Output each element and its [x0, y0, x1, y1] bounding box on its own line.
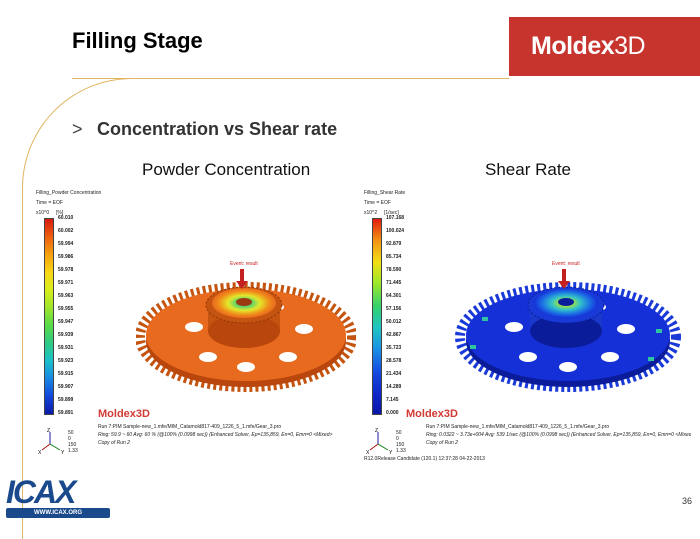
axis-z: Z — [47, 428, 50, 434]
legend-tick-label: 107.168 — [386, 215, 405, 221]
unit-label: [%] — [56, 210, 64, 216]
legend-tick-label: 59.891 — [58, 410, 74, 416]
scale-num: 50 — [68, 430, 74, 436]
scale-num: 150 — [68, 442, 77, 448]
scale-numbers: 50 0 150 1.33 — [396, 430, 416, 454]
bullet-marker: > — [72, 119, 83, 139]
stats-line: Ring: 0.0322 ~ 3.73e+004 Avg: 539 1/sec … — [426, 432, 691, 438]
axis-x: X — [366, 450, 370, 456]
left-panel-heading: Powder Concentration — [142, 160, 311, 179]
legend-tick-label: 100.024 — [386, 228, 405, 234]
brand-name-bold: Moldex — [531, 32, 615, 60]
axis-x: X — [38, 450, 42, 456]
unit-label: [1/sec] — [384, 210, 399, 216]
scale-exponent: x10^2 — [364, 210, 378, 216]
gate-arrow-icon — [236, 269, 248, 289]
legend-tick-label: 50.012 — [386, 319, 402, 325]
legend-tick-label: 35.723 — [386, 345, 402, 351]
powder-concentration-panel: Filling_Powder Concentration Time = EOF … — [36, 190, 366, 460]
legend-tick-label: 59.931 — [58, 345, 74, 351]
title-underline — [72, 78, 509, 79]
moldex3d-watermark: Moldex3D — [406, 408, 458, 420]
legend-tick-label: 59.986 — [58, 254, 74, 260]
icax-logo-text: ICAX — [6, 474, 76, 510]
icax-logo: ICAX WWW.ICAX.ORG — [0, 470, 118, 525]
legend-tick-label: 59.915 — [58, 371, 74, 377]
copy-line: Copy of Run 2 — [98, 440, 130, 446]
scale-num: 1.33 — [396, 448, 406, 454]
legend-tick-label: 64.301 — [386, 293, 402, 299]
moldex3d-watermark: Moldex3D — [98, 408, 150, 420]
plot-title: Filling_Shear Rate — [364, 190, 406, 196]
run-line: Run 7:PIM Sample-new_1.mfe/MIM_Catamold8… — [426, 424, 610, 430]
plot-title: Filling_Powder Concentration — [36, 190, 102, 196]
right-panel-heading: Shear Rate — [485, 160, 571, 179]
icax-logo-tagline: WWW.ICAX.ORG — [6, 508, 110, 518]
page-number: 36 — [681, 496, 692, 506]
legend-tick-label: 59.963 — [58, 293, 74, 299]
run-line: Run 7:PIM Sample-new_1.mfe/MIM_Catamold8… — [98, 424, 282, 430]
scale-num: 0 — [396, 436, 399, 442]
legend-tick-label: 59.923 — [58, 358, 74, 364]
legend-tick-label: 42.867 — [386, 332, 402, 338]
gear-model-concentration: Event: result — [136, 261, 356, 392]
gate-arrow-icon — [558, 269, 570, 289]
legend-tick-label: 21.434 — [386, 371, 402, 377]
section-subtitle: Concentration vs Shear rate — [97, 119, 338, 139]
scale-num: 50 — [396, 430, 402, 436]
gate-label: Event: result — [552, 261, 580, 267]
legend-tick-label: 60.010 — [58, 215, 74, 221]
gear-model-shear-rate: Event: result — [455, 261, 681, 392]
axis-y: Y — [389, 450, 393, 456]
scale-numbers: 50 0 150 1.33 — [68, 430, 88, 454]
scale-num: 150 — [396, 442, 405, 448]
legend-tick-label: 59.907 — [58, 384, 74, 390]
legend-tick-label: 71.445 — [386, 280, 402, 286]
moldex3d-logo: Moldex3D — [509, 17, 700, 76]
legend-tick-label: 59.947 — [58, 319, 74, 325]
color-legend-bar — [372, 218, 382, 415]
legend-tick-label: 57.156 — [386, 306, 402, 312]
legend-tick-label: 7.145 — [386, 397, 399, 403]
release-line: R12.0Release Candidate (120.1) 12:37:28 … — [364, 456, 485, 462]
legend-tick-label: 59.978 — [58, 267, 74, 273]
copy-line: Copy of Run 2 — [426, 440, 458, 446]
brand-name-thin: 3D — [614, 32, 646, 60]
tick-list: 107.168 100.024 92.879 85.734 78.590 71.445 64… — [386, 215, 416, 418]
legend-tick-label: 0.000 — [386, 410, 399, 416]
time-label: Time = EOF — [36, 200, 63, 206]
axis-triad-icon: Z X Y — [366, 426, 396, 456]
time-label: Time = EOF — [364, 200, 391, 206]
shear-rate-panel: Filling_Shear Rate Time = EOF x10^2 [1/s… — [364, 190, 694, 462]
tick-list: 60.010 60.002 59.994 59.986 59.978 59.971 59.9… — [58, 215, 88, 418]
legend-tick-label: 59.955 — [58, 306, 74, 312]
axis-triad-icon: Z X Y — [38, 426, 68, 456]
legend-tick-label: 85.734 — [386, 254, 402, 260]
gate-label: Event: result — [230, 261, 258, 267]
scale-exponent: x10^0 — [36, 210, 50, 216]
legend-tick-label: 59.939 — [58, 332, 74, 338]
legend-tick-label: 59.994 — [58, 241, 74, 247]
color-legend-bar — [44, 218, 54, 415]
scale-num: 0 — [68, 436, 71, 442]
legend-tick-label: 59.971 — [58, 280, 74, 286]
legend-tick-label: 78.590 — [386, 267, 402, 273]
scale-num: 1.33 — [68, 448, 78, 454]
axis-z: Z — [375, 428, 378, 434]
legend-tick-label: 59.899 — [58, 397, 74, 403]
legend-tick-label: 28.578 — [386, 358, 402, 364]
legend-tick-label: 60.002 — [58, 228, 74, 234]
legend-tick-label: 92.879 — [386, 241, 402, 247]
page-title: Filling Stage — [72, 28, 203, 53]
axis-y: Y — [61, 450, 65, 456]
legend-tick-label: 14.289 — [386, 384, 402, 390]
stats-line: Ring: 59.9 ~ 60 Avg: 60 % (@100% (0.0998… — [98, 432, 333, 438]
